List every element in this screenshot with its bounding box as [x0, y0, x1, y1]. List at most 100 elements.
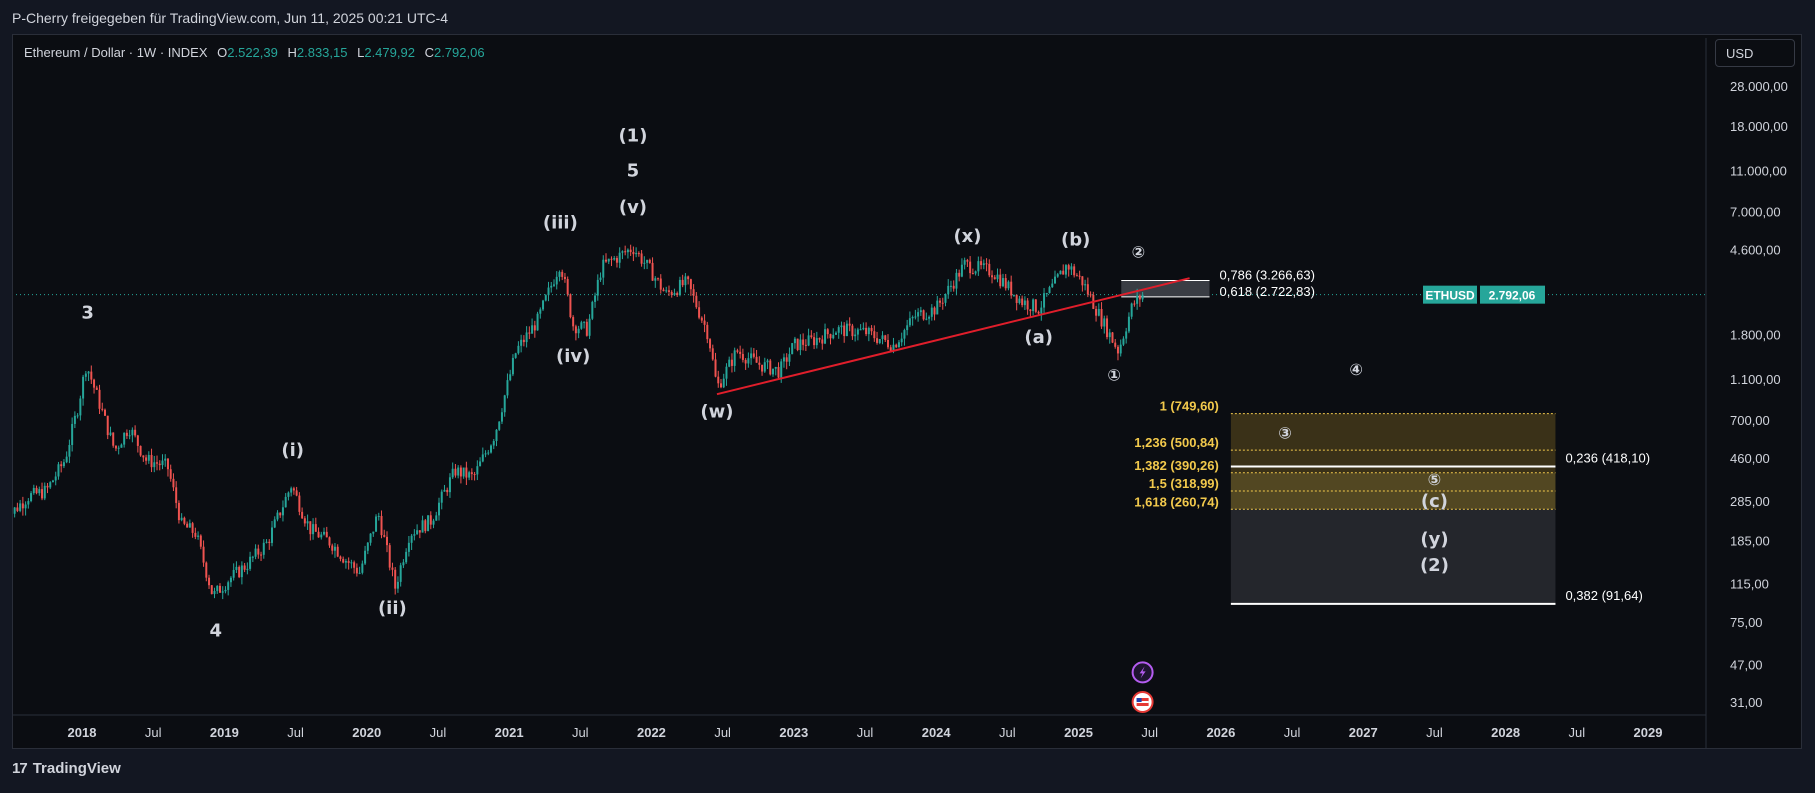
- fib-retracement-label: 0,382 (91,64): [1565, 588, 1642, 603]
- retracement-level-label: 0,786 (3.266,63): [1220, 267, 1315, 282]
- candle-body: [1056, 274, 1059, 277]
- candle-body: [298, 495, 301, 512]
- brand-name: TradingView: [32, 760, 121, 777]
- candle-body: [213, 590, 216, 595]
- candle-body: [1001, 278, 1004, 287]
- candle-body: [585, 321, 588, 336]
- candle-body: [1026, 300, 1029, 310]
- candle-body: [681, 279, 684, 286]
- candle-body: [539, 309, 542, 314]
- wave-label: ③: [1278, 423, 1292, 442]
- us-flag-event-icon[interactable]: [1131, 691, 1154, 713]
- candle-body: [375, 516, 378, 532]
- candle-body: [818, 338, 821, 340]
- candle-body: [369, 533, 372, 543]
- time-tick-label: Jul: [1284, 725, 1301, 740]
- candle-body: [810, 335, 813, 338]
- candle-body: [101, 408, 104, 410]
- candle-body: [596, 279, 599, 296]
- candle-body: [19, 503, 22, 511]
- symbol-name[interactable]: Ethereum / Dollar · 1W · INDEX: [24, 45, 208, 60]
- candle-body: [969, 261, 972, 274]
- candle-body: [1119, 344, 1122, 354]
- candle-body: [249, 556, 252, 569]
- candle-body: [563, 276, 566, 280]
- time-tick-label: 2019: [210, 725, 239, 740]
- candle-body: [782, 357, 785, 362]
- header-bar: P-Cherry freigegeben für TradingView.com…: [0, 0, 1815, 34]
- candle-body: [208, 577, 211, 586]
- time-tick-label: 2018: [68, 725, 97, 740]
- time-tick-label: 2025: [1064, 725, 1093, 740]
- candle-body: [785, 357, 788, 362]
- candle-body: [878, 338, 881, 343]
- candle-body: [432, 520, 435, 525]
- lightning-event-icon[interactable]: [1131, 661, 1154, 684]
- last-price-label: 2.792,06: [1489, 289, 1536, 303]
- candle-body: [1114, 342, 1117, 347]
- wave-label: 4: [210, 620, 223, 641]
- candle-body: [774, 366, 777, 369]
- time-tick-label: 2021: [495, 725, 524, 740]
- candle-body: [873, 331, 876, 339]
- candle-body: [1021, 298, 1024, 306]
- time-tick-label: Jul: [287, 725, 304, 740]
- tradingview-logo-icon: 17: [12, 760, 28, 777]
- candle-body: [1078, 275, 1081, 277]
- candle-body: [333, 546, 336, 551]
- wave-label: (ii): [378, 598, 407, 619]
- candle-body: [172, 478, 175, 488]
- candle-body: [706, 324, 709, 340]
- candle-body: [303, 518, 306, 524]
- candle-body: [76, 415, 79, 417]
- trendline[interactable]: [716, 277, 1190, 396]
- plot-area[interactable]: [3, 244, 1706, 713]
- candle-body: [325, 531, 328, 538]
- candle-body: [1103, 318, 1106, 327]
- candle-body: [257, 548, 260, 555]
- fib-extension-label: 1,618 (260,74): [1134, 494, 1219, 509]
- candle-body: [421, 520, 424, 533]
- candle-body: [492, 441, 495, 446]
- candle-body: [68, 445, 71, 457]
- candle-body: [410, 535, 413, 543]
- candle-body: [495, 429, 498, 442]
- candle-body: [643, 262, 646, 264]
- candle-body: [695, 295, 698, 308]
- candle-body: [57, 464, 60, 477]
- candle-body: [413, 534, 416, 536]
- candle-body: [462, 467, 465, 477]
- candle-body: [317, 531, 320, 538]
- candle-body: [947, 285, 950, 295]
- low-value: 2.479,92: [364, 45, 415, 60]
- candle-body: [525, 332, 528, 343]
- candle-body: [446, 489, 449, 493]
- time-tick-label: 2024: [922, 725, 952, 740]
- candle-body: [903, 330, 906, 339]
- candle-body: [1004, 278, 1007, 289]
- candle-body: [509, 374, 512, 381]
- currency-button[interactable]: USD: [1715, 39, 1795, 67]
- candle-body: [503, 395, 506, 413]
- candle-body: [807, 335, 810, 346]
- candle-body: [799, 339, 802, 350]
- candle-body: [49, 482, 52, 488]
- candle-body: [440, 491, 443, 503]
- candle-body: [260, 554, 263, 556]
- fib-extension-label: 1,382 (390,26): [1134, 458, 1219, 473]
- candle-body: [396, 581, 399, 589]
- wave-label: ⑤: [1428, 470, 1442, 489]
- candle-body: [490, 445, 493, 453]
- chart-frame[interactable]: [12, 34, 1802, 749]
- last-price-tag: [1480, 285, 1545, 304]
- candle-body: [700, 317, 703, 321]
- candle-body: [385, 536, 388, 546]
- candle-body: [1133, 303, 1136, 305]
- candle-body: [919, 310, 922, 313]
- candle-body: [618, 252, 621, 263]
- candle-body: [856, 329, 859, 335]
- price-tick-label: 11.000,00: [1730, 164, 1787, 179]
- candle-body: [1086, 284, 1089, 295]
- time-tick-label: 2022: [637, 725, 666, 740]
